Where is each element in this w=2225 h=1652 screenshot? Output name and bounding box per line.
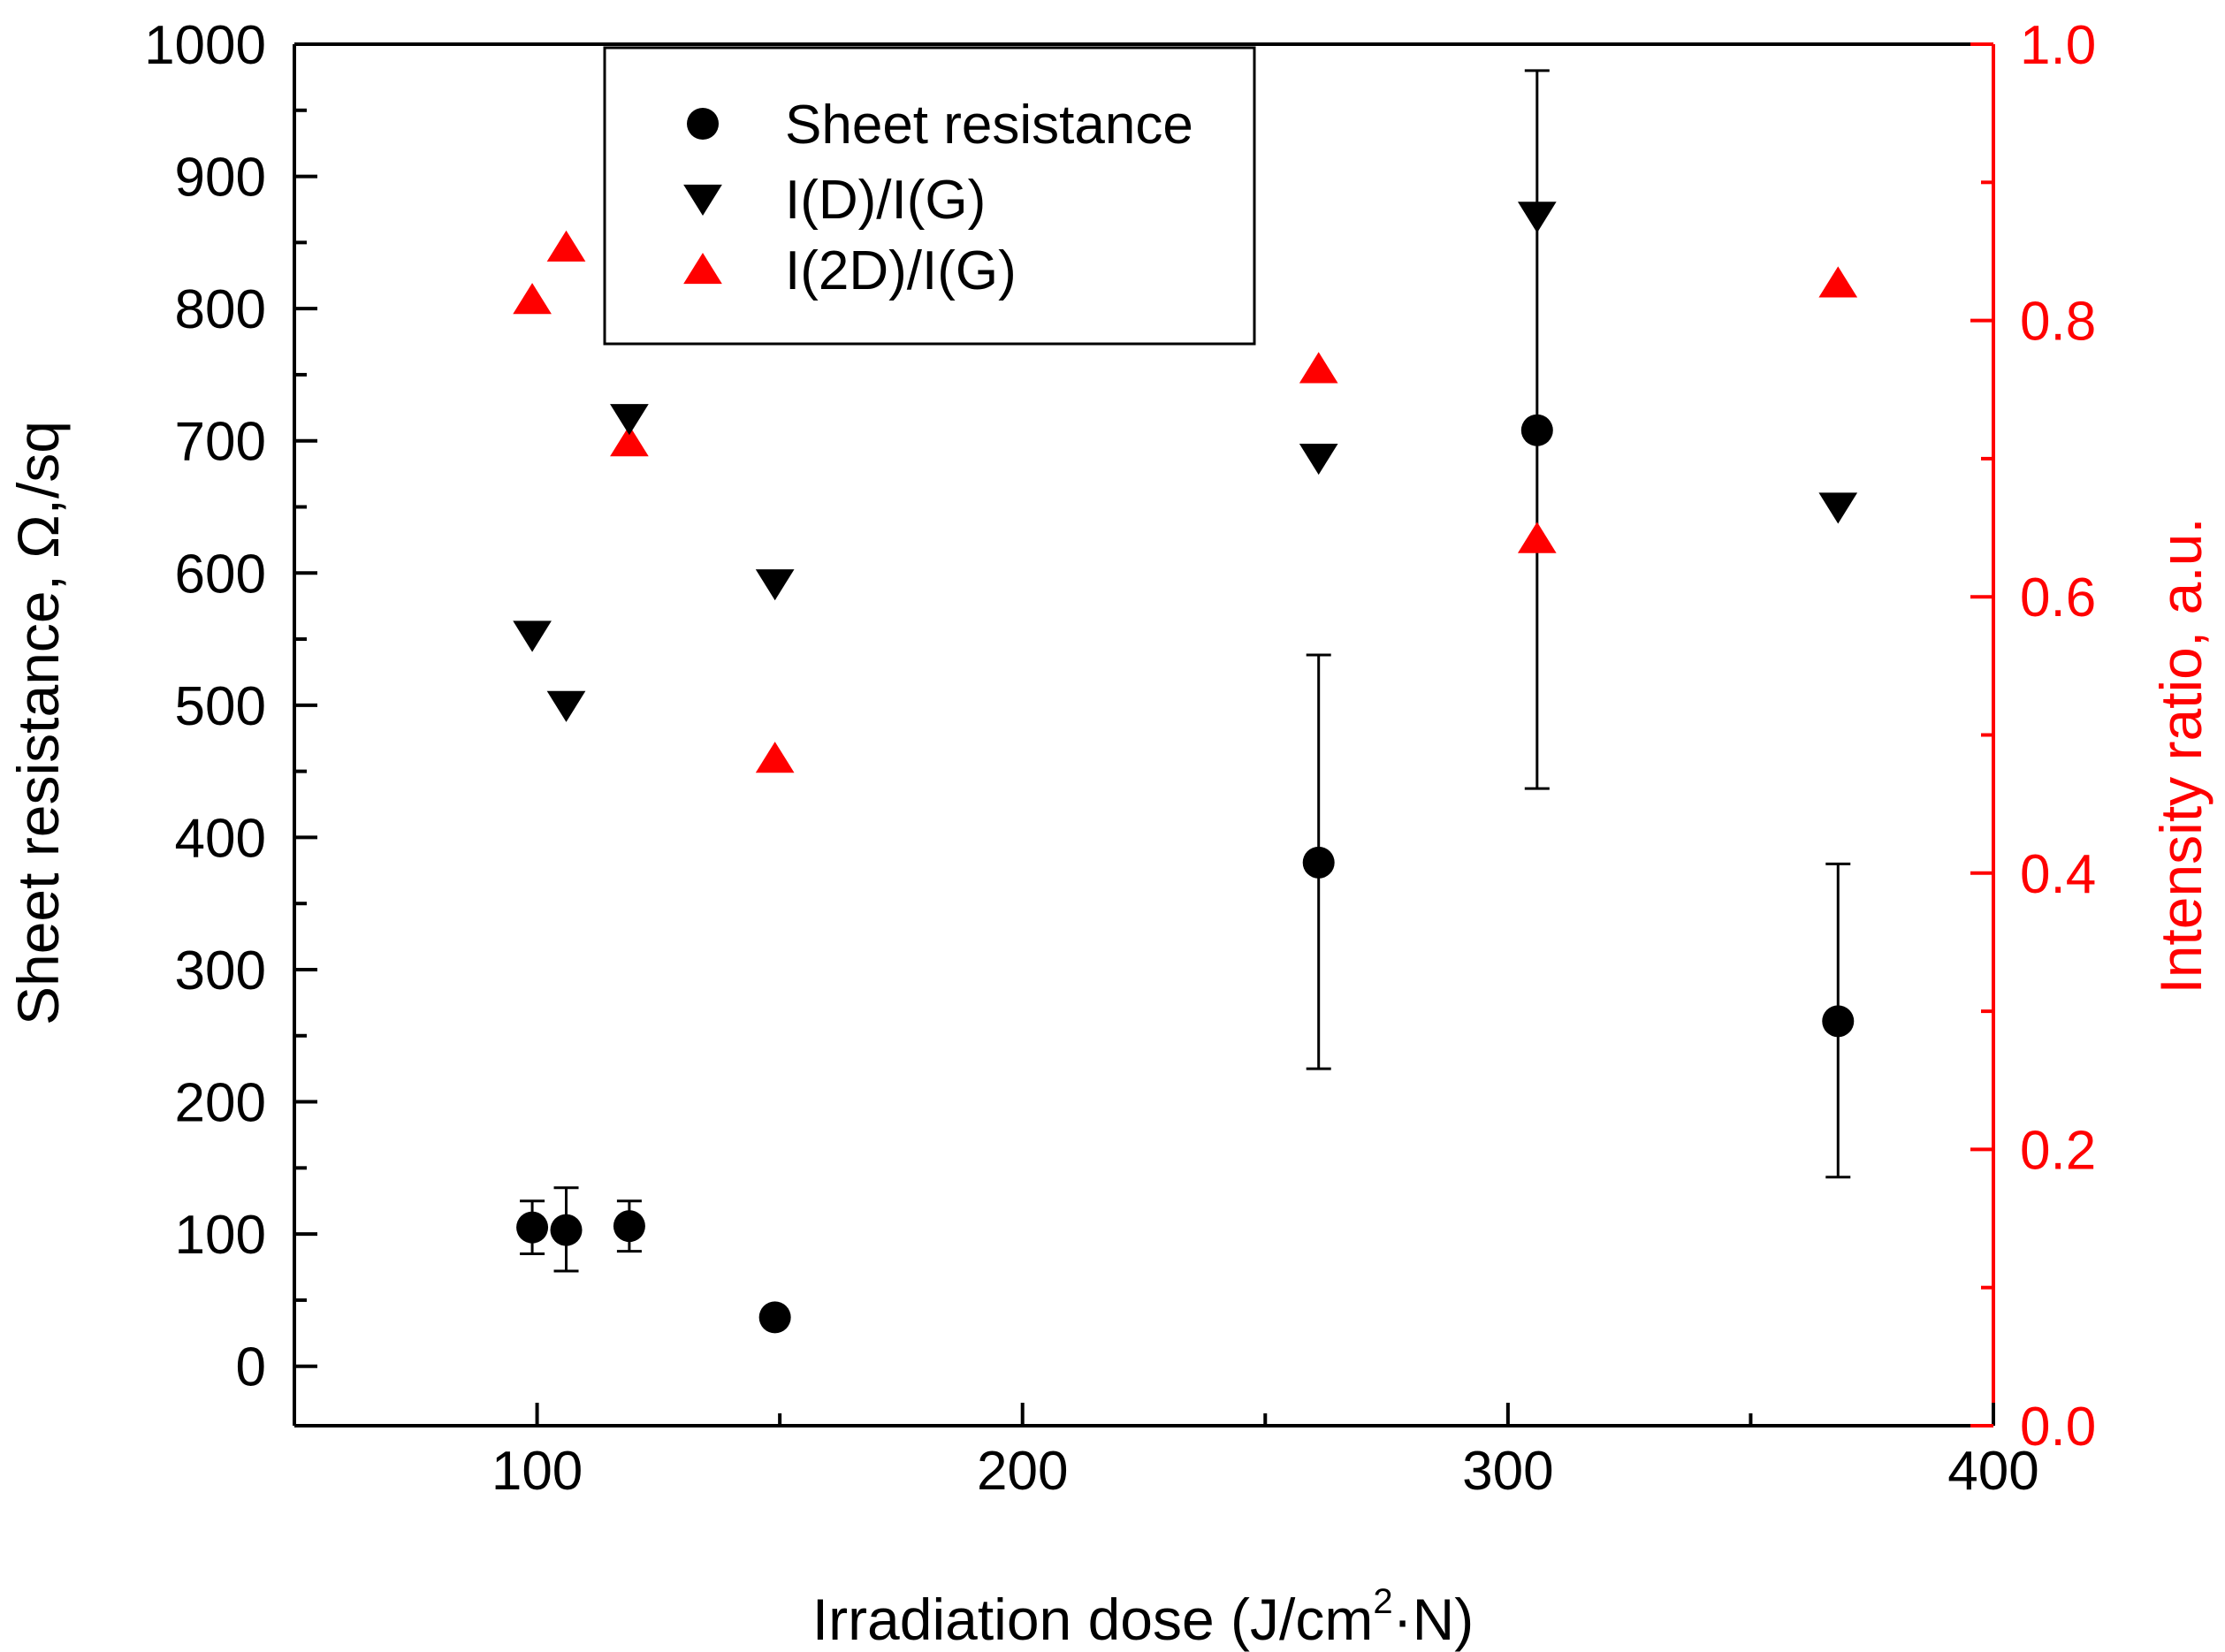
- data-point: [1302, 846, 1335, 879]
- y-right-tick-label: 0.6: [2020, 567, 2096, 628]
- data-point: [546, 230, 586, 262]
- x-tick-label: 100: [491, 1441, 583, 1502]
- data-point: [613, 1210, 645, 1243]
- data-point: [550, 1214, 583, 1246]
- x-axis-title-sup: 2: [1373, 1582, 1392, 1621]
- y-right-axis-title: Intensity ratio, a.u.: [2148, 517, 2214, 993]
- y-right-tick-label: 1.0: [2020, 15, 2096, 76]
- y-left-tick-label: 900: [175, 148, 266, 209]
- y-left-tick-label: 1000: [144, 15, 266, 76]
- legend-label: I(D)/I(G): [785, 170, 986, 231]
- data-point: [610, 425, 649, 457]
- legend: Sheet resistance I(D)/I(G) I(2D)/I(G): [603, 46, 1256, 346]
- x-tick-label: 200: [977, 1441, 1068, 1502]
- y-left-tick-label: 200: [175, 1073, 266, 1134]
- x-axis-title: Irradiation dose (J/cm2·N): [812, 1582, 1474, 1652]
- data-point: [610, 404, 649, 436]
- y-right-tick-label: 0.8: [2020, 292, 2096, 353]
- y-left-tick-label: 500: [175, 676, 266, 737]
- data-point: [1299, 352, 1338, 384]
- legend-label: Sheet resistance: [785, 95, 1193, 156]
- data-point: [758, 1301, 791, 1334]
- y-left-tick-label: 800: [175, 279, 266, 340]
- data-point: [1299, 444, 1338, 476]
- axes-layer: 100 200 300 400 0 100 200 300 400 500 600 700 800 900…: [144, 15, 2096, 1502]
- data-point: [1517, 202, 1557, 233]
- data-point: [755, 569, 795, 601]
- y-right-tick-label: 0.2: [2020, 1120, 2096, 1181]
- y-left-tick-label: 600: [175, 544, 266, 605]
- data-point: [755, 742, 795, 773]
- y-right-tick-label: 0.4: [2020, 844, 2096, 905]
- data-point: [513, 283, 552, 315]
- data-point: [516, 1211, 549, 1244]
- legend-marker: [683, 253, 722, 285]
- y-left-axis-title: Sheet resistance, Ω,/sq: [5, 421, 71, 1025]
- data-point: [1818, 266, 1858, 298]
- legend-marker: [683, 184, 722, 216]
- y-left-tick-label: 100: [175, 1205, 266, 1266]
- y-left-tick-label: 700: [175, 412, 266, 473]
- y-left-tick-label: 400: [175, 808, 266, 869]
- marks-layer: [513, 69, 1858, 1334]
- x-tick-label: 300: [1462, 1441, 1553, 1502]
- data-point: [1818, 492, 1858, 524]
- data-point: [1822, 1005, 1855, 1038]
- x-axis-title-main: Irradiation dose (J/cm: [812, 1587, 1374, 1652]
- y-left-tick-label: 300: [175, 940, 266, 1001]
- x-axis-title-end: ·N): [1393, 1587, 1474, 1652]
- legend-marker: [687, 108, 719, 140]
- data-point: [546, 690, 586, 722]
- data-point: [1520, 414, 1553, 446]
- data-point: [513, 620, 552, 652]
- y-left-tick-label: 0: [236, 1337, 266, 1398]
- x-tick-label: 400: [1947, 1441, 2038, 1502]
- data-point: [1517, 521, 1557, 553]
- y-right-tick-label: 0.0: [2020, 1397, 2096, 1458]
- legend-label: I(2D)/I(G): [785, 240, 1017, 301]
